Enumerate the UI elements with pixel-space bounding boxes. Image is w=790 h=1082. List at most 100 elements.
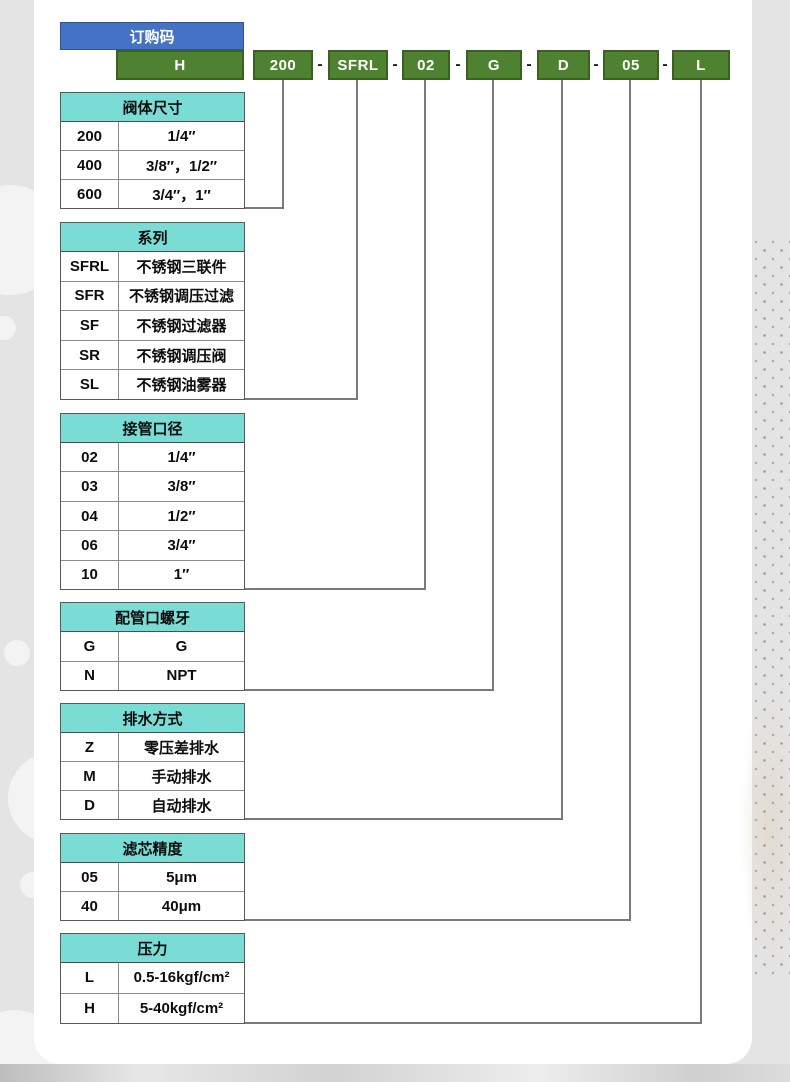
spec-code-cell: 03 (61, 472, 119, 501)
spec-value-cell: 零压差排水 (143, 739, 219, 757)
dot-pattern-decor (752, 240, 790, 980)
spec-table-row: H 5-40kgf/cm² (61, 993, 244, 1023)
spec-table-row: 05 5μm (61, 863, 244, 892)
spec-code-cell: SFRL (61, 252, 119, 281)
code-prefix-box: H (116, 50, 244, 80)
spec-table-row: D 自动排水 (61, 791, 244, 819)
connector-horizontal-line (243, 207, 284, 209)
code-separator: - (455, 56, 461, 73)
code-separator: - (662, 56, 668, 73)
spec-table: 接管口径 02 1/4″ 03 3/8″ 04 1/2″ 06 3/4″ 10 1″ (60, 413, 245, 590)
spec-table: 配管口螺牙 G G N NPT (60, 602, 245, 691)
connector-vertical-line (561, 80, 563, 819)
connector-horizontal-line (243, 689, 494, 691)
spec-code-cell: 400 (61, 151, 119, 179)
spec-table-title: 压力 (61, 934, 244, 963)
background-circle-decor (4, 640, 30, 666)
code-prefix-label: H (174, 56, 186, 74)
spec-code-cell: Z (61, 733, 119, 761)
spec-value-cell: 1/4″ (167, 127, 196, 145)
spec-code-cell: 10 (61, 560, 119, 590)
spec-value-cell: 5μm (166, 868, 197, 886)
code-segment-box: D (537, 50, 590, 80)
spec-table-row: 600 3/4″，1″ (61, 180, 244, 208)
code-separator: - (526, 56, 532, 73)
order-code-title-box: 订购码 (60, 22, 244, 50)
spec-table-row: SR 不锈钢调压阀 (61, 340, 244, 371)
spec-table-title: 排水方式 (61, 704, 244, 733)
code-segment-box: L (672, 50, 730, 80)
spec-table-row: SL 不锈钢油雾器 (61, 370, 244, 399)
spec-table-row: 10 1″ (61, 560, 244, 590)
spec-value-cell: 不锈钢调压阀 (136, 347, 227, 365)
connector-vertical-line (356, 80, 358, 399)
spec-table-row: L 0.5-16kgf/cm² (61, 963, 244, 994)
spec-table-row: SFR 不锈钢调压过滤 (61, 281, 244, 312)
code-segment-box: 200 (253, 50, 313, 80)
connector-vertical-line (629, 80, 631, 920)
spec-table: 阀体尺寸 200 1/4″ 400 3/8″，1/2″ 600 3/4″，1″ (60, 92, 245, 209)
spec-value-cell: 不锈钢过滤器 (136, 317, 227, 335)
spec-table-title: 配管口螺牙 (61, 603, 244, 632)
spec-code-cell: D (61, 791, 119, 819)
spec-code-cell: 04 (61, 501, 119, 531)
spec-table-row: 40 40μm (61, 892, 244, 920)
code-segment-box: G (466, 50, 522, 80)
spec-value-cell: 自动排水 (151, 797, 212, 815)
spec-code-cell: 05 (61, 863, 119, 891)
spec-code-cell: 40 (61, 892, 119, 920)
spec-value-cell: 不锈钢油雾器 (136, 377, 227, 395)
spec-code-cell: N (61, 661, 119, 690)
spec-code-cell: G (61, 632, 119, 661)
spec-table-row: SFRL 不锈钢三联件 (61, 252, 244, 282)
spec-value-cell: 3/8″ (167, 478, 196, 496)
spec-table: 滤芯精度 05 5μm 40 40μm (60, 833, 245, 921)
spec-code-cell: SL (61, 370, 119, 399)
spec-table-row: 200 1/4″ (61, 122, 244, 151)
connector-horizontal-line (243, 1022, 702, 1024)
connector-vertical-line (700, 80, 702, 1023)
spec-value-cell: 1/4″ (167, 448, 196, 466)
spec-value-cell: 3/4″，1″ (152, 186, 211, 204)
spec-value-cell: 不锈钢三联件 (136, 258, 227, 276)
connector-horizontal-line (243, 818, 563, 820)
connector-vertical-line (282, 80, 284, 208)
code-separator: - (317, 56, 323, 73)
spec-value-cell: NPT (166, 667, 197, 685)
order-code-title: 订购码 (129, 28, 175, 46)
spec-table-row: M 手动排水 (61, 762, 244, 791)
spec-code-cell: 200 (61, 122, 119, 150)
spec-value-cell: 手动排水 (151, 768, 212, 786)
spec-table-row: N NPT (61, 661, 244, 690)
spec-code-cell: H (61, 993, 119, 1023)
background-circle-decor (0, 316, 16, 340)
spec-table-row: Z 零压差排水 (61, 733, 244, 762)
spec-code-cell: 600 (61, 180, 119, 208)
spec-table-title: 滤芯精度 (61, 834, 244, 863)
spec-value-cell: 不锈钢调压过滤 (128, 288, 234, 306)
code-segment-box: 05 (603, 50, 659, 80)
code-separator: - (392, 56, 398, 73)
spec-value-cell: 0.5-16kgf/cm² (133, 969, 230, 987)
spec-table-row: 06 3/4″ (61, 531, 244, 561)
spec-code-cell: SFR (61, 281, 119, 311)
spec-table-row: SF 不锈钢过滤器 (61, 311, 244, 341)
spec-table-row: 03 3/8″ (61, 472, 244, 502)
spec-code-cell: SF (61, 311, 119, 340)
spec-value-cell: 1″ (173, 566, 190, 584)
spec-table-title: 系列 (61, 223, 244, 252)
spec-table: 系列 SFRL 不锈钢三联件 SFR 不锈钢调压过滤 SF 不锈钢过滤器 SR 不锈钢调压阀 SL… (60, 222, 245, 400)
spec-value-cell: 40μm (161, 897, 202, 915)
spec-value-cell: 5-40kgf/cm² (139, 999, 224, 1017)
code-separator: - (593, 56, 599, 73)
spec-code-cell: SR (61, 340, 119, 370)
spec-code-cell: 06 (61, 531, 119, 560)
code-segment-box: 02 (402, 50, 450, 80)
connector-vertical-line (492, 80, 494, 690)
spec-code-cell: M (61, 762, 119, 790)
connector-vertical-line (424, 80, 426, 589)
spec-value-cell: G (175, 637, 188, 655)
